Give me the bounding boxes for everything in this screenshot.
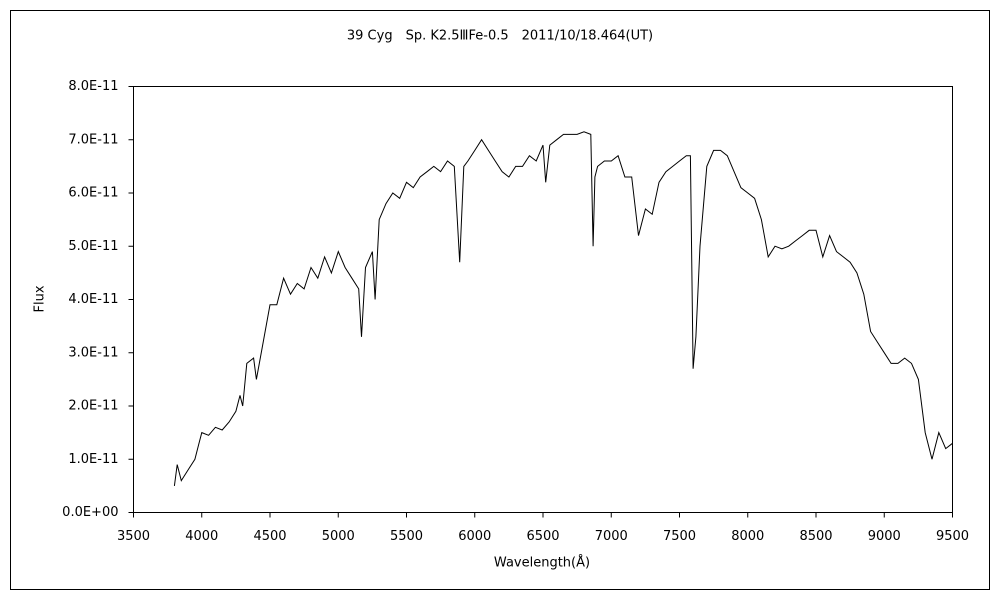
spectrum-line — [173, 131, 953, 486]
y-tick-label: 4.0E-11 — [68, 292, 118, 307]
chart-title: 39 Cyg Sp. K2.5ⅢFe-0.5 2011/10/18.464(UT… — [347, 29, 653, 44]
x-tick-label: 7000 — [595, 529, 628, 544]
x-tick-label: 6500 — [526, 529, 559, 544]
x-tick-label: 6000 — [458, 529, 491, 544]
x-tick-label: 7500 — [663, 529, 696, 544]
x-tick-label: 5000 — [322, 529, 355, 544]
x-tick-label: 4500 — [253, 529, 286, 544]
x-tick-label: 9000 — [868, 529, 901, 544]
y-tick-label: 0.0E+00 — [62, 505, 118, 520]
y-tick-label: 5.0E-11 — [68, 239, 118, 254]
y-axis-label: Flux — [33, 285, 48, 312]
chart-border — [10, 10, 990, 590]
y-tick-label: 1.0E-11 — [68, 452, 118, 467]
x-tick-label: 5500 — [390, 529, 423, 544]
x-tick-label: 4000 — [185, 529, 218, 544]
x-tick-label: 3500 — [117, 529, 150, 544]
y-tick-label: 7.0E-11 — [68, 132, 118, 147]
y-tick-label: 3.0E-11 — [68, 345, 118, 360]
x-tick-label: 9500 — [936, 529, 969, 544]
y-tick-label: 8.0E-11 — [68, 79, 118, 94]
x-tick-label: 8500 — [799, 529, 832, 544]
y-tick-label: 6.0E-11 — [68, 186, 118, 201]
y-tick-label: 2.0E-11 — [68, 399, 118, 414]
x-axis-label: Wavelength(Å) — [494, 555, 590, 571]
x-tick-label: 8000 — [731, 529, 764, 544]
